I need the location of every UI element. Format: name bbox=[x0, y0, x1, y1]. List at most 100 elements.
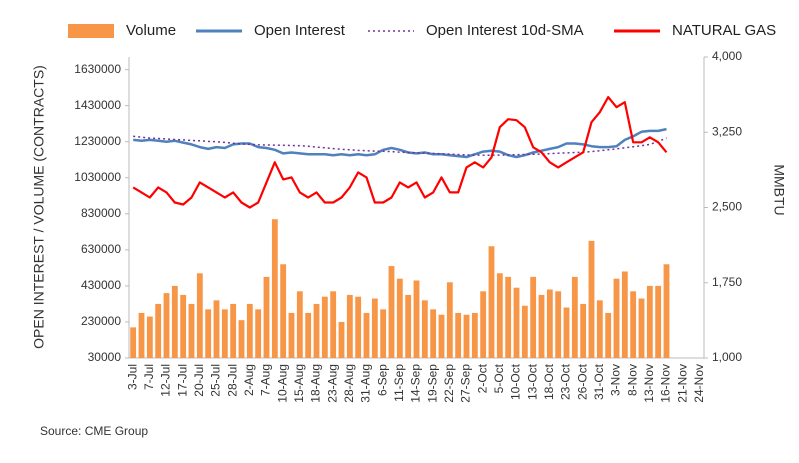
y2-axis-title: MMBTU bbox=[771, 164, 787, 215]
bar bbox=[371, 298, 378, 358]
legend-label: Open Interest 10d-SMA bbox=[426, 22, 584, 39]
bar bbox=[421, 300, 428, 358]
x-tick-label: 13-Oct bbox=[525, 363, 539, 400]
bar bbox=[155, 303, 162, 358]
x-tick-label: 25-Jul bbox=[209, 364, 223, 397]
x-tick-label: 2-Oct bbox=[475, 363, 489, 393]
bar bbox=[555, 291, 562, 358]
y-tick-label: 1230000 bbox=[74, 134, 121, 148]
line-series bbox=[133, 127, 667, 159]
bar bbox=[271, 219, 278, 358]
y-tick-label: 230000 bbox=[81, 314, 121, 328]
y-tick-label: 1630000 bbox=[74, 62, 121, 76]
x-tick-label: 7-Aug bbox=[259, 364, 273, 396]
x-tick-label: 17-Jul bbox=[175, 364, 189, 397]
bar bbox=[363, 312, 370, 358]
bar bbox=[321, 296, 328, 358]
x-tick-label: 28-Aug bbox=[342, 364, 356, 403]
x-tick-label: 24-Nov bbox=[692, 364, 706, 403]
x-tick-label: 10-Aug bbox=[275, 364, 289, 403]
bar bbox=[196, 273, 203, 358]
y2-tick-label: 1,750 bbox=[712, 275, 742, 289]
x-tick-label: 31-Aug bbox=[359, 364, 373, 403]
bar bbox=[296, 291, 303, 358]
bar bbox=[596, 300, 603, 358]
x-tick-label: 6-Sep bbox=[375, 364, 389, 396]
x-tick-label: 16-Nov bbox=[659, 364, 673, 403]
bar bbox=[430, 309, 437, 358]
bar bbox=[563, 307, 570, 358]
y-tick-label: 1030000 bbox=[74, 170, 121, 184]
legend-label: Open Interest bbox=[254, 22, 346, 39]
bar bbox=[446, 282, 453, 358]
bar bbox=[180, 294, 187, 358]
bar bbox=[330, 291, 337, 358]
bar bbox=[513, 287, 520, 358]
y-tick-label: 630000 bbox=[81, 242, 121, 256]
bar bbox=[613, 278, 620, 358]
source: Source: CME Group bbox=[40, 424, 148, 438]
x-tick-label: 10-Oct bbox=[509, 363, 523, 400]
legend-swatch bbox=[68, 24, 114, 38]
bar bbox=[280, 264, 287, 358]
bar bbox=[605, 312, 612, 358]
x-tick-label: 11-Sep bbox=[392, 364, 406, 402]
x-tick-label: 19-Sep bbox=[425, 364, 439, 403]
bar bbox=[646, 285, 653, 358]
x-tick-label: 18-Oct bbox=[542, 363, 556, 400]
bar bbox=[171, 285, 178, 358]
bar bbox=[205, 309, 212, 358]
bar bbox=[355, 296, 362, 358]
bar bbox=[305, 312, 312, 358]
bar bbox=[505, 276, 512, 358]
bar bbox=[380, 309, 387, 358]
bar bbox=[288, 312, 295, 358]
x-tick-label: 7-Jul bbox=[142, 364, 156, 390]
bar bbox=[638, 298, 645, 358]
bar bbox=[263, 276, 270, 358]
legend-label: Volume bbox=[126, 22, 176, 39]
bar bbox=[188, 303, 195, 358]
bar bbox=[146, 316, 153, 358]
y-tick-label: 430000 bbox=[81, 278, 121, 292]
x-tick-label: 20-Jul bbox=[192, 364, 206, 397]
bar bbox=[255, 309, 262, 358]
bar bbox=[338, 321, 345, 358]
bar bbox=[213, 300, 220, 358]
x-tick-label: 26-Oct bbox=[575, 363, 589, 400]
bar bbox=[438, 314, 445, 358]
x-tick-label: 5-Oct bbox=[492, 363, 506, 393]
bar bbox=[388, 266, 395, 358]
bar bbox=[571, 276, 578, 358]
x-tick-label: 12-Jul bbox=[159, 364, 173, 397]
bar bbox=[455, 312, 462, 358]
y2-tick-label: 1,000 bbox=[712, 350, 742, 364]
bar bbox=[138, 312, 145, 358]
bar bbox=[471, 312, 478, 358]
y2-tick-label: 3,250 bbox=[712, 124, 742, 138]
x-tick-label: 3-Jul bbox=[125, 364, 139, 390]
x-tick-label: 14-Sep bbox=[409, 364, 423, 403]
y2-tick-label: 4,000 bbox=[712, 49, 742, 63]
x-tick-label: 13-Nov bbox=[642, 364, 656, 403]
x-tick-label: 28-Jul bbox=[225, 364, 239, 397]
bar bbox=[221, 309, 228, 358]
x-tick-label: 22-Sep bbox=[442, 364, 456, 403]
line-series bbox=[133, 135, 667, 156]
x-tick-label: 2-Aug bbox=[242, 364, 256, 396]
x-tick-label: 18-Aug bbox=[309, 364, 323, 403]
bar bbox=[346, 294, 353, 358]
legend-label: NATURAL GAS bbox=[672, 22, 776, 39]
bar bbox=[538, 294, 545, 358]
bar bbox=[413, 280, 420, 358]
x-tick-label: 23-Oct bbox=[559, 363, 573, 400]
bar bbox=[396, 278, 403, 358]
bar bbox=[405, 294, 412, 358]
bar bbox=[480, 291, 487, 358]
x-tick-label: 21-Nov bbox=[675, 364, 689, 403]
y2-tick-label: 2,500 bbox=[712, 200, 742, 214]
line-series bbox=[132, 96, 668, 209]
bar bbox=[488, 246, 495, 358]
bar bbox=[463, 314, 470, 358]
